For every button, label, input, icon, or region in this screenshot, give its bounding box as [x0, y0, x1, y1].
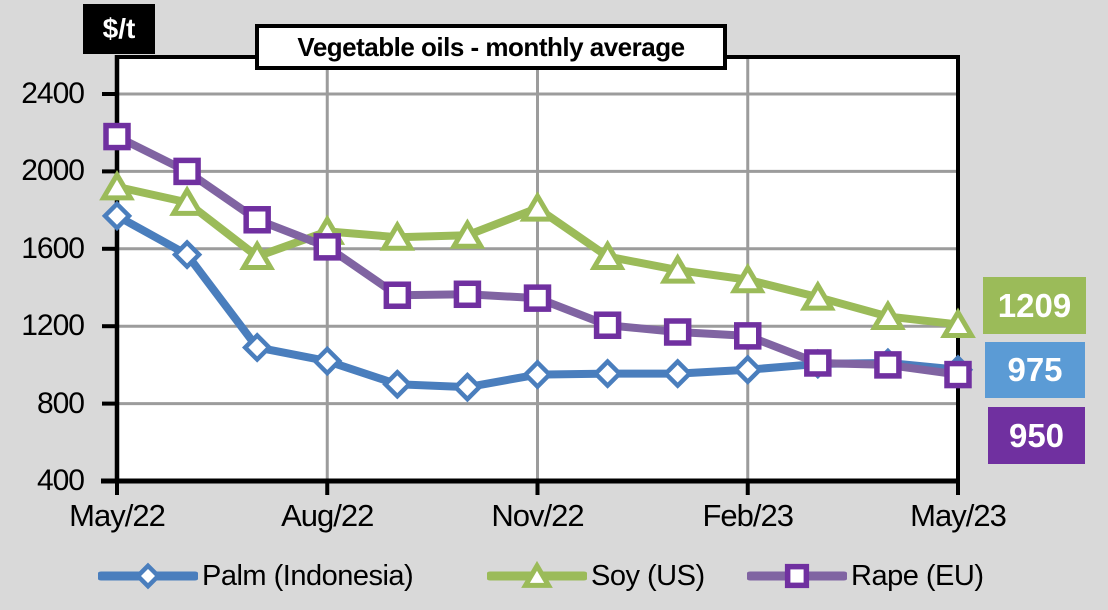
marker-square	[243, 206, 271, 234]
y-tick-label: 800	[36, 386, 85, 420]
unit-label: $/t	[102, 13, 136, 44]
marker-square	[804, 349, 832, 377]
marker-square	[784, 563, 810, 589]
marker-square	[874, 351, 902, 379]
y-tick-label: 2400	[21, 77, 85, 110]
marker-square	[663, 318, 692, 346]
marker-triangle	[521, 560, 553, 588]
soy-end-value-badge: 1209	[983, 277, 1086, 334]
marker-square	[523, 284, 552, 312]
x-tick-label: May/22	[69, 498, 166, 533]
marker-square	[313, 233, 341, 261]
marker-diamond	[134, 562, 162, 590]
y-tick-label: 400	[36, 464, 85, 497]
marker-square	[944, 360, 972, 389]
soy-line-marker-icon	[487, 560, 587, 588]
chart-title: Vegetable oils - monthly average	[255, 24, 727, 70]
marker-square	[173, 157, 201, 186]
marker-square	[453, 280, 482, 309]
marker-square	[383, 281, 412, 309]
palm-line-marker-icon	[98, 562, 198, 590]
legend-label-rape: Rape (EU)	[851, 559, 984, 592]
marker-triangle	[940, 307, 976, 338]
marker-triangle	[729, 262, 766, 294]
rape-end-value-badge: 950	[988, 407, 1085, 464]
x-tick-label: Feb/23	[702, 498, 794, 533]
marker-triangle	[379, 220, 416, 251]
x-tick-label: May/23	[910, 498, 1007, 533]
rape-line-marker-icon	[747, 563, 847, 589]
legend-item-palm: Palm (Indonesia)	[98, 556, 414, 596]
marker-diamond	[662, 358, 693, 389]
marker-square	[103, 122, 131, 151]
marker-diamond	[382, 369, 413, 400]
legend-label-soy: Soy (US)	[591, 559, 705, 592]
marker-diamond	[732, 354, 763, 385]
marker-triangle	[449, 218, 486, 249]
marker-diamond	[592, 358, 623, 389]
y-tick-label: 1200	[21, 309, 85, 343]
y-tick-label: 2000	[21, 154, 85, 188]
y-tick-label: 1600	[21, 231, 85, 265]
marker-triangle	[589, 239, 626, 271]
x-tick-label: Nov/22	[491, 498, 584, 533]
marker-triangle	[239, 239, 276, 271]
marker-triangle	[659, 253, 696, 284]
marker-triangle	[519, 191, 556, 222]
marker-triangle	[99, 169, 135, 201]
legend-item-rape: Rape (EU)	[747, 556, 984, 596]
marker-square	[734, 322, 762, 350]
marker-diamond	[241, 332, 273, 363]
marker-triangle	[870, 299, 906, 331]
legend-item-soy: Soy (US)	[487, 556, 705, 596]
marker-diamond	[312, 345, 343, 377]
marker-diamond	[171, 239, 203, 270]
palm-end-value-badge: 975	[985, 342, 1085, 398]
marker-diamond	[522, 359, 553, 390]
x-tick-label: Aug/22	[281, 498, 374, 533]
marker-diamond	[101, 200, 133, 232]
marker-triangle	[799, 280, 836, 311]
marker-triangle	[169, 185, 205, 216]
marker-diamond	[452, 371, 483, 403]
marker-square	[593, 311, 622, 339]
unit-label-box: $/t	[83, 4, 155, 54]
legend-label-palm: Palm (Indonesia)	[202, 559, 414, 592]
